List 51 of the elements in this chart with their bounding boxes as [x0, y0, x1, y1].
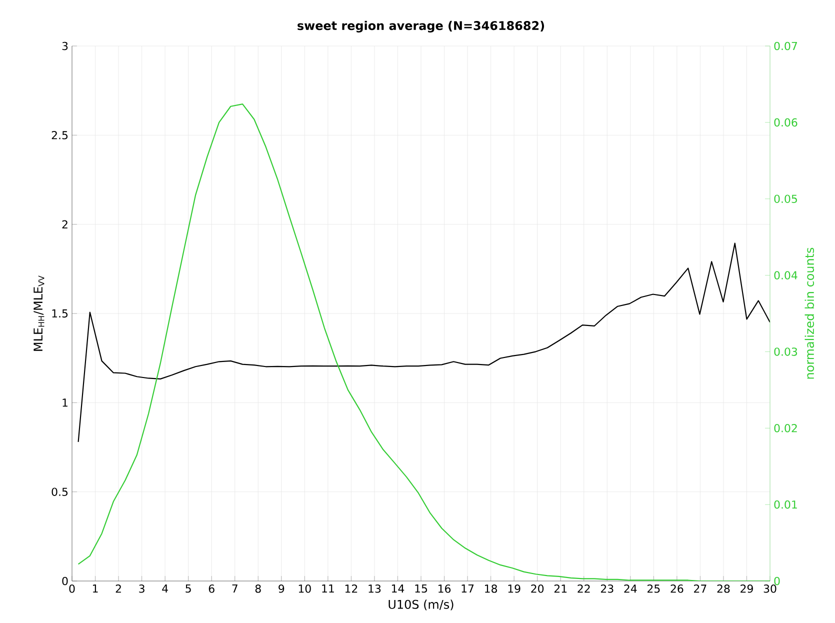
x-tick-label: 17: [462, 584, 474, 593]
x-tick-label: 9: [278, 584, 284, 593]
x-tick-label: 25: [648, 584, 660, 593]
y-tick-label: 2: [62, 220, 68, 228]
x-tick-label: 24: [624, 584, 637, 593]
x-tick-label: 13: [368, 584, 381, 593]
x-tick-label: 18: [485, 584, 498, 593]
y2-tick-label: 0.07: [774, 42, 797, 50]
y-tick-label: 1.5: [52, 309, 68, 318]
x-tick-label: 10: [298, 584, 311, 593]
x-tick-label: 15: [415, 584, 428, 593]
x-tick-label: 19: [508, 584, 520, 593]
x-tick-label: 0: [69, 584, 75, 593]
y2-tick-label: 0.02: [774, 424, 797, 432]
x-tick-label: 11: [322, 584, 334, 593]
x-tick-label: 23: [600, 584, 614, 593]
x-tick-label: 21: [554, 584, 567, 593]
x-tick-label: 4: [162, 584, 168, 593]
y2-tick-label: 0.01: [774, 500, 797, 509]
x-tick-label: 2: [116, 584, 121, 593]
x-tick-label: 29: [740, 584, 753, 593]
x-axis-title: U10S (m/s): [388, 600, 454, 610]
x-tick-label: 20: [531, 584, 544, 593]
y-tick-label: 0.5: [52, 488, 68, 496]
y2-tick-label: 0.05: [774, 194, 797, 203]
x-tick-label: 22: [578, 584, 590, 593]
x-tick-label: 28: [717, 584, 730, 593]
x-tick-label: 3: [139, 584, 144, 593]
x-tick-label: 5: [186, 584, 191, 593]
x-tick-label: 7: [232, 584, 238, 593]
chart-title: sweet region average (N=34618682): [298, 20, 544, 33]
x-tick-label: 1: [92, 584, 98, 593]
y2-tick-label: 0.03: [774, 348, 798, 356]
x-tick-label: 26: [670, 584, 684, 593]
y-axis-title: MLE$_{HH}$/MLE$_{VV}$: [34, 276, 44, 351]
x-tick-label: 12: [345, 584, 358, 593]
y-tick-label: 1: [62, 398, 68, 407]
x-tick-label: 16: [438, 584, 451, 593]
y-tick-label: 2.5: [52, 131, 68, 140]
y2-tick-label: 0.04: [774, 271, 798, 280]
x-tick-label: 8: [255, 584, 261, 593]
x-tick-label: 30: [764, 584, 776, 593]
y2-tick-label: 0.06: [774, 118, 798, 127]
x-tick-label: 6: [208, 584, 214, 593]
y-tick-label: 0: [62, 576, 68, 586]
y2-axis-title: normalized bin counts: [804, 248, 814, 379]
x-tick-label: 27: [694, 584, 706, 593]
line-series: [78, 242, 770, 442]
y2-tick-label: 0: [774, 576, 780, 586]
y-tick-label: 3: [62, 42, 68, 50]
x-tick-label: 14: [392, 584, 404, 593]
